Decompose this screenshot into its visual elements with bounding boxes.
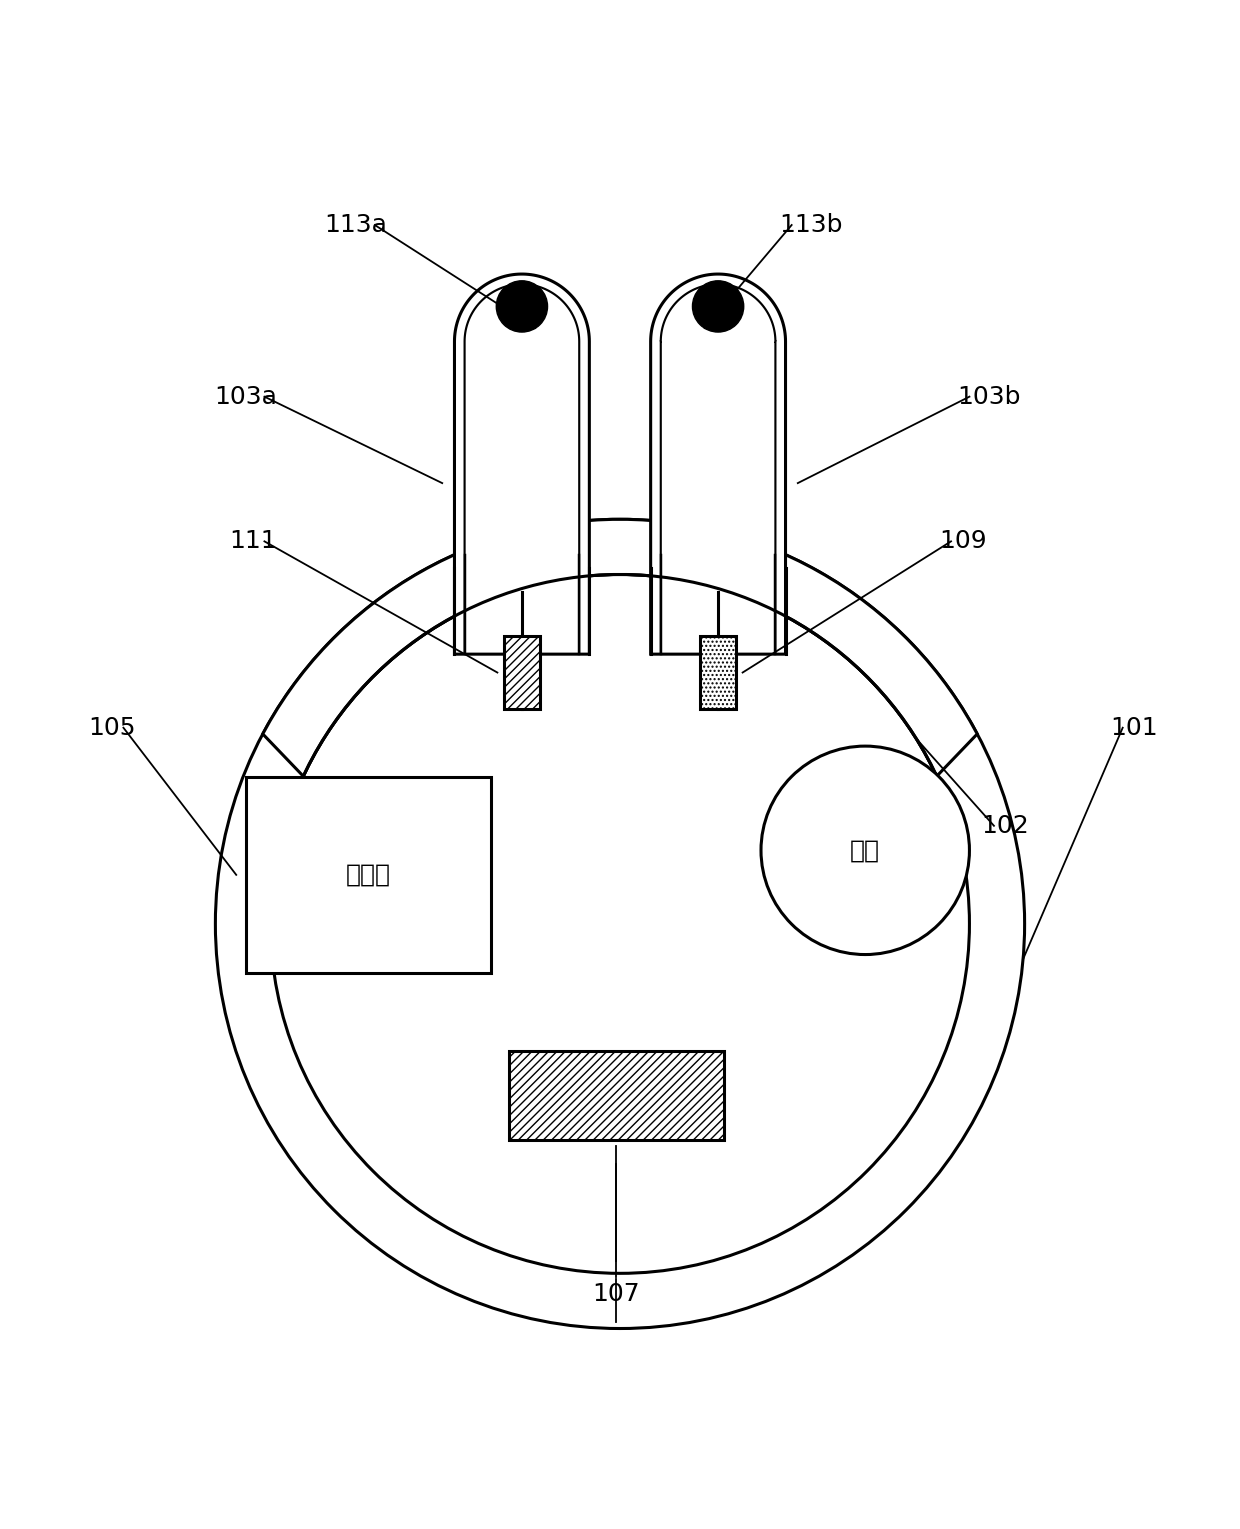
Text: 101: 101	[1111, 716, 1158, 740]
Text: 111: 111	[229, 529, 277, 553]
Text: 109: 109	[939, 529, 986, 553]
Polygon shape	[651, 274, 785, 654]
Bar	[503, 636, 541, 709]
Text: 控制部: 控制部	[346, 862, 391, 887]
Text: 105: 105	[88, 716, 135, 740]
Text: 103b: 103b	[957, 385, 1021, 408]
Polygon shape	[455, 274, 589, 654]
Circle shape	[216, 520, 1024, 1329]
Bar	[510, 1052, 724, 1139]
Text: 电源: 电源	[851, 838, 880, 862]
Bar	[699, 636, 737, 709]
Circle shape	[692, 281, 744, 332]
Circle shape	[496, 281, 548, 332]
Text: 103a: 103a	[213, 385, 277, 408]
Text: 113a: 113a	[324, 213, 387, 237]
Circle shape	[761, 746, 970, 954]
Text: 113b: 113b	[780, 213, 843, 237]
Text: 107: 107	[593, 1283, 640, 1306]
Circle shape	[270, 575, 970, 1274]
Polygon shape	[263, 520, 977, 777]
Text: 102: 102	[982, 813, 1029, 838]
Bar	[246, 777, 491, 972]
